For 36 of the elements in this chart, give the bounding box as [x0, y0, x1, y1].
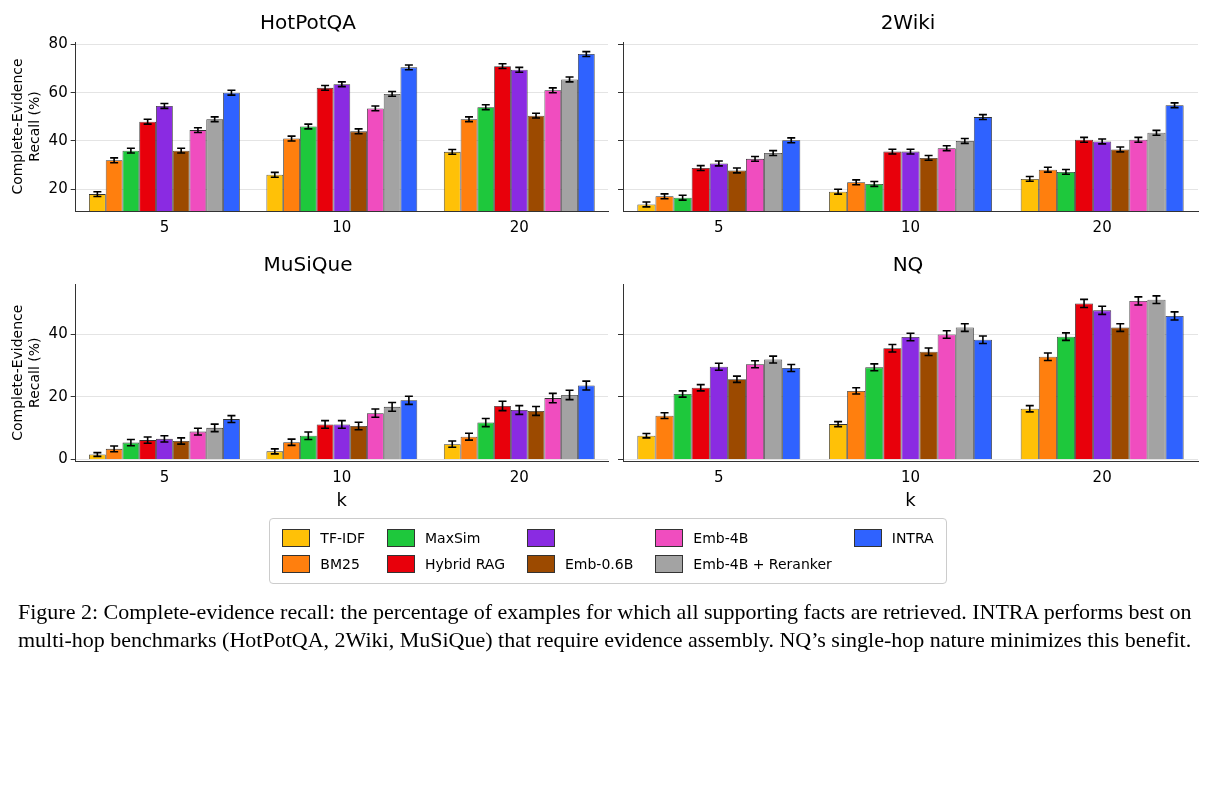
- y-tick-label: 80: [48, 34, 68, 53]
- x-tick-label: 5: [714, 468, 724, 487]
- x-tick-label: 5: [159, 217, 170, 236]
- caption: Figure 2: Complete-evidence recall: the percentage of examples for which all supporting facts are retrieved. INTRA performs best on multi-hop benchmarks (HotPotQA, 2Wiki, MuSiQue) that require evidence assembly. NQ’s single-hop nature minimizes this benefit.: [18, 598, 1193, 654]
- y-tick-label: 20: [48, 386, 68, 405]
- x-tick-label: 10: [900, 468, 921, 487]
- x-axis-title: k: [905, 488, 917, 510]
- chart-title: MuSiQue: [263, 252, 353, 277]
- x-tick-label: 20: [509, 217, 529, 236]
- x-tick-label: 10: [332, 217, 352, 236]
- legend-label: Hybrid RAG: [424, 556, 505, 572]
- y-tick-label: 40: [48, 324, 68, 343]
- y-tick-label: 40: [48, 130, 68, 149]
- x-tick-label: 20: [1092, 217, 1112, 236]
- x-axis-title: k: [336, 488, 348, 510]
- y-tick-label: 20: [48, 179, 68, 198]
- x-tick-label: 20: [509, 468, 529, 487]
- x-tick-label: 20: [1092, 468, 1112, 487]
- y-axis-title: Complete-Evidence Recall (%): [9, 58, 42, 195]
- legend-label: INTRA: [891, 530, 934, 546]
- x-tick-label: 5: [714, 217, 724, 236]
- legend-label: TF-IDF: [320, 530, 365, 546]
- legend-label: Emb-0.6B: [565, 556, 634, 572]
- y-tick-label: 60: [48, 82, 68, 101]
- legend-label: MaxSim: [424, 530, 481, 546]
- x-tick-label: 10: [332, 468, 352, 487]
- legend-label: Emb-4B: [693, 530, 749, 546]
- y-axis-title: Complete-Evidence Recall (%): [9, 304, 42, 441]
- chart-title: HotPotQA: [260, 10, 357, 35]
- x-tick-label: 10: [900, 217, 921, 236]
- chart-title: NQ: [892, 252, 924, 277]
- x-tick-label: 5: [159, 468, 170, 487]
- legend-label: BM25: [320, 556, 360, 572]
- y-tick-label: 0: [58, 449, 68, 468]
- chart-title: 2Wiki: [880, 10, 936, 35]
- legend-label: Emb-4B + Reranker: [693, 556, 832, 572]
